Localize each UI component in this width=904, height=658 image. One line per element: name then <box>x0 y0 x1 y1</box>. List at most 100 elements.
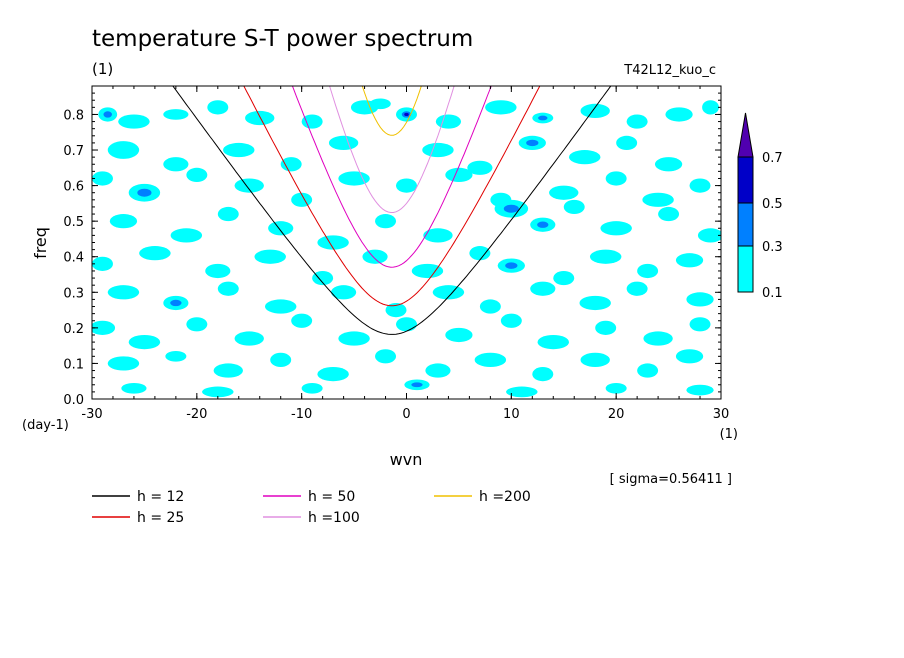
contour-patch <box>605 171 627 186</box>
contour-patch <box>254 249 286 264</box>
contour-patch <box>422 142 454 158</box>
contour-patch <box>118 114 150 129</box>
contour-patch <box>139 246 171 261</box>
contour-patch <box>423 228 453 243</box>
colorbar-label: 0.5 <box>762 197 783 212</box>
contour-patch <box>637 263 659 279</box>
contour-patch <box>479 299 501 314</box>
x-tick-label: 30 <box>713 407 730 422</box>
contour-patch <box>205 263 231 279</box>
contour-patch-core <box>538 115 548 121</box>
contour-patch-core <box>137 188 152 197</box>
contour-patch <box>234 178 264 193</box>
contour-patch <box>331 285 357 300</box>
contour-patch <box>445 167 473 183</box>
colorbar-label: 0.3 <box>762 240 783 255</box>
contour-patch <box>385 302 407 318</box>
dispersion-curve-h12 <box>172 86 612 335</box>
y-tick-label: 0.0 <box>63 393 84 408</box>
contour-patch-peak <box>404 112 409 117</box>
contour-patch <box>469 246 491 261</box>
contour-patch <box>445 327 473 343</box>
contour-patch <box>689 317 711 332</box>
x-tick-label: -20 <box>186 407 207 422</box>
contour-patch-core <box>103 111 112 118</box>
x-unit-label: (1) <box>720 427 738 442</box>
contour-patch <box>301 114 323 129</box>
contour-patch <box>500 313 522 328</box>
x-axis-label: wvn <box>390 450 423 469</box>
legend-label: h =100 <box>308 510 360 526</box>
contour-patch <box>291 313 313 328</box>
contour-patch <box>485 100 517 115</box>
legend-label: h = 50 <box>308 489 355 505</box>
contour-patch <box>563 199 585 215</box>
contour-patch <box>270 352 292 367</box>
chart-subtitle-right: T42L12_kuo_c <box>623 63 716 78</box>
contour-patch <box>658 206 680 222</box>
contour-patch <box>665 107 693 122</box>
contour-patch <box>92 171 113 186</box>
contour-patch <box>616 135 638 151</box>
x-tick-label: -30 <box>81 407 102 422</box>
contour-patch <box>109 214 138 229</box>
contour-patch <box>317 235 349 250</box>
contour-patch <box>186 317 208 332</box>
contour-patch <box>642 192 674 207</box>
contour-patch <box>643 331 673 346</box>
contour-patch <box>396 317 417 332</box>
contour-patch <box>202 386 234 398</box>
y-tick-label: 0.3 <box>63 286 84 301</box>
contour-patch <box>375 214 397 229</box>
contour-patch <box>580 352 610 367</box>
contour-patch <box>207 100 229 115</box>
contour-patch <box>537 334 569 350</box>
x-tick-label: -10 <box>291 407 312 422</box>
contour-patch <box>223 142 255 158</box>
contour-patch <box>170 228 203 243</box>
contour-patch <box>338 171 370 186</box>
dispersion-curve-h100 <box>329 86 455 213</box>
contour-patch <box>92 256 113 271</box>
contour-patch <box>686 292 714 307</box>
y-tick-label: 0.5 <box>63 215 84 230</box>
contour-patch <box>301 382 323 394</box>
plot-background <box>92 86 721 399</box>
contour-patch <box>689 178 711 193</box>
contour-patch <box>280 157 302 172</box>
contour-patch <box>186 167 208 183</box>
contour-patch <box>435 114 462 129</box>
contour-patch <box>268 221 294 236</box>
legend-label: h = 12 <box>137 489 184 505</box>
contour-patch <box>163 157 189 172</box>
contour-patch <box>686 384 714 396</box>
contour-patch <box>532 366 554 382</box>
contour-patch <box>396 178 417 193</box>
contour-patch <box>234 331 264 346</box>
y-unit-label: (day-1) <box>22 418 69 433</box>
contour-patch <box>589 249 622 264</box>
contour-patch <box>579 295 611 311</box>
chart-title: temperature S-T power spectrum <box>92 26 473 52</box>
contour-patch <box>369 98 391 110</box>
contour-patch <box>626 281 648 296</box>
contour-patch-core <box>526 139 539 147</box>
y-tick-label: 0.1 <box>63 357 84 372</box>
y-tick-label: 0.8 <box>63 108 84 123</box>
legend-label: h =200 <box>479 489 531 505</box>
contour-patch <box>338 331 370 346</box>
contour-patch-core <box>411 382 423 388</box>
x-tick-label: 0 <box>402 407 410 422</box>
contour-patch-core <box>170 299 182 307</box>
contour-patch <box>697 228 721 243</box>
contour-patch <box>264 299 297 314</box>
x-tick-label: 10 <box>503 407 520 422</box>
colorbar-arrow <box>737 112 754 158</box>
colorbar: 0.1 0.3 0.5 0.7 <box>737 112 783 301</box>
contour-patch <box>92 320 116 335</box>
contour-patch <box>121 382 147 394</box>
contour-patch <box>317 366 349 382</box>
contour-patch <box>474 352 507 367</box>
colorbar-segment <box>737 202 754 247</box>
contour-patch <box>312 270 334 286</box>
